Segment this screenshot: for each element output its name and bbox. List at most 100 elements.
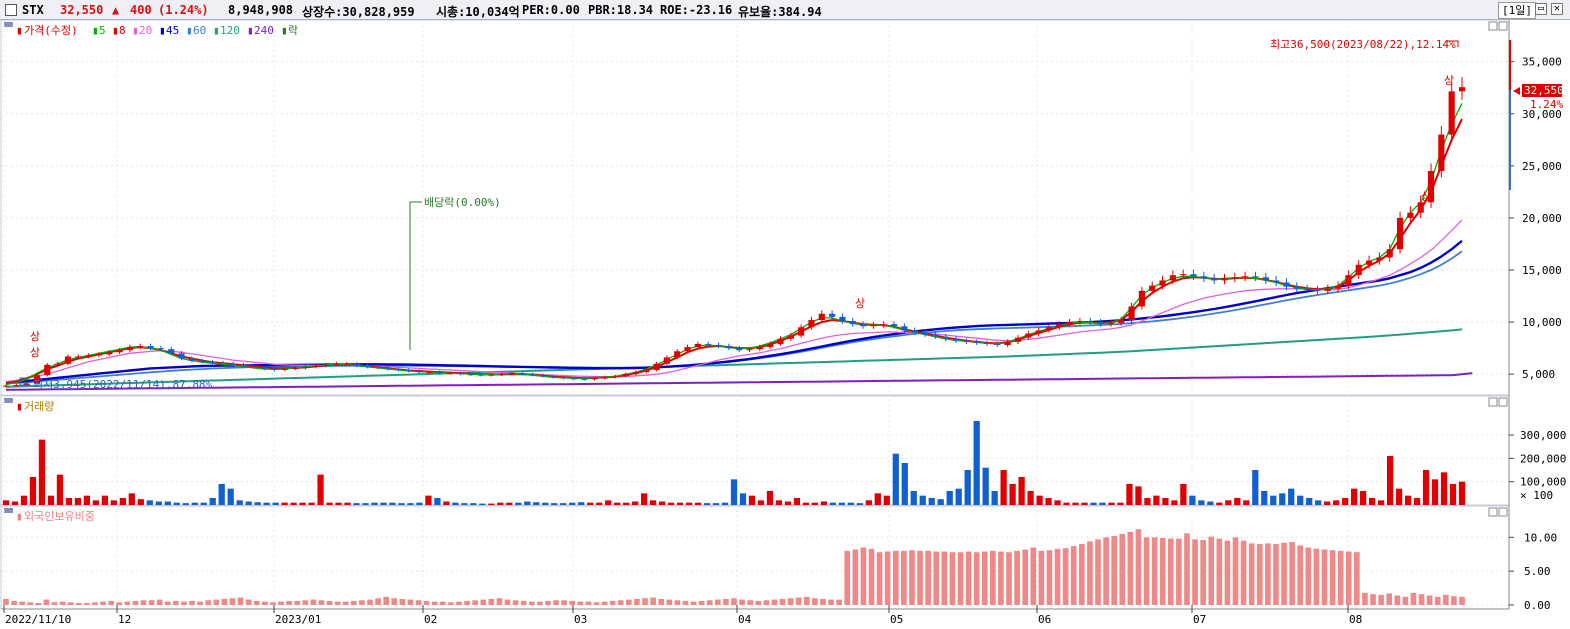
reserve-ratio: 유보율:384.94 <box>738 5 822 19</box>
x-tick-label: 02 <box>424 613 437 626</box>
volume-bar <box>497 502 504 505</box>
candle-body <box>374 366 381 368</box>
foreign-bar <box>326 600 333 605</box>
candle-body <box>261 367 268 369</box>
volume-bar <box>721 502 729 505</box>
volume-bar <box>856 503 863 505</box>
period-button[interactable]: [1일] <box>1498 2 1536 19</box>
foreign-bar <box>1329 550 1336 605</box>
volume-bar <box>802 502 810 505</box>
foreign-bar <box>189 600 195 605</box>
volume-bar <box>910 491 917 505</box>
foreign-bar <box>262 601 268 605</box>
volume-bar <box>110 500 117 505</box>
x-tick-label: 12 <box>118 613 131 626</box>
foreign-bar <box>1022 549 1029 605</box>
panel-handle-icon[interactable] <box>4 22 13 27</box>
volume-bar <box>793 498 801 505</box>
foreign-bar <box>739 599 745 605</box>
foreign-bar <box>909 550 915 605</box>
candle-body <box>705 343 712 345</box>
volume-bar <box>317 474 324 505</box>
foreign-bar <box>1176 538 1182 605</box>
restore-icon[interactable]: ▭ <box>1535 3 1547 15</box>
foreign-bar <box>706 600 713 605</box>
volume-bar <box>272 502 279 505</box>
panel-handle-icon[interactable] <box>4 508 13 513</box>
candle-body <box>1169 275 1176 281</box>
pbr-value: PBR:18.34 <box>588 3 654 17</box>
volume-bar <box>1144 498 1151 505</box>
price-change: 400 <box>130 3 152 17</box>
candle-body <box>1025 333 1032 338</box>
volume-bar <box>614 502 621 505</box>
volume-bar <box>74 498 82 505</box>
volume-bar <box>1351 488 1358 505</box>
candle-body <box>230 363 237 365</box>
candle-body <box>1407 212 1414 218</box>
volume-bar <box>982 467 989 505</box>
candle-body <box>1014 337 1022 342</box>
volume-bar <box>1117 502 1124 505</box>
close-icon[interactable]: ✕ <box>1551 3 1563 15</box>
foreign-bar <box>1305 547 1312 605</box>
volume-bar <box>2 500 10 505</box>
foreign-bar <box>528 601 535 605</box>
foreign-bar <box>302 600 309 605</box>
foreign-bar <box>1095 539 1101 605</box>
candle-body <box>653 363 660 370</box>
foreign-bar <box>197 601 203 605</box>
volume-bar <box>542 502 549 505</box>
candle-body <box>508 373 516 375</box>
foreign-bar <box>1127 531 1134 605</box>
foreign-bar <box>108 600 114 605</box>
volume-bar <box>146 500 153 505</box>
volume-bar <box>1422 470 1430 505</box>
foreign-bar <box>698 600 705 605</box>
volume-bar <box>991 491 998 505</box>
ma-legend-marker: ▮ <box>132 24 139 37</box>
ma-legend-marker: ▮ <box>112 24 119 37</box>
foreign-bar <box>67 602 74 605</box>
candle-body <box>632 372 639 375</box>
foreign-title: 외국인보유비중 <box>24 510 95 523</box>
market-cap: 시총:10,034억 <box>436 5 520 19</box>
foreign-bar <box>1054 548 1061 605</box>
foreign-bar <box>812 598 818 605</box>
foreign-bar <box>828 599 834 605</box>
foreign-bar <box>1426 595 1433 605</box>
foreign-bar <box>19 601 25 605</box>
candle-body <box>1066 322 1073 325</box>
volume-tick-label: 200,000 <box>1520 452 1566 465</box>
ma-legend-label: 240 <box>254 24 274 37</box>
foreign-bar <box>1079 544 1085 605</box>
foreign-bar <box>593 602 600 605</box>
ma-legend-marker: ▮ <box>213 24 220 37</box>
ma-legend-marker: ▮ <box>159 24 166 37</box>
foreign-bar <box>488 598 495 605</box>
candle-body <box>271 368 278 370</box>
foreign-bar <box>1135 529 1142 605</box>
candle-body <box>1458 87 1466 92</box>
volume-bar <box>164 501 171 505</box>
volume-bar <box>730 479 738 505</box>
volume-bar <box>488 503 495 505</box>
stock-chart[interactable]: 35,000 30,000 25,000 20,000 15,000 10,000 5,00… <box>0 20 1570 629</box>
panel-handle-icon[interactable] <box>4 398 13 403</box>
price-panel-buttons[interactable] <box>1488 21 1508 517</box>
foreign-bar <box>553 600 559 605</box>
volume-bar <box>1261 491 1268 505</box>
ma-legend-label: 120 <box>220 24 240 37</box>
foreign-bar <box>1410 592 1417 605</box>
price-tick-label: 5,000 <box>1522 368 1555 381</box>
limit-up-label: 상 <box>1421 190 1431 203</box>
menu-checkbox-icon[interactable] <box>5 4 17 16</box>
ma-line-240 <box>5 372 1473 391</box>
foreign-bar <box>723 598 729 605</box>
foreign-bar <box>779 598 786 605</box>
foreign-bar <box>1200 540 1206 605</box>
foreign-bar <box>1232 537 1239 605</box>
foreign-bar <box>820 598 826 605</box>
x-tick-label: 04 <box>738 613 752 626</box>
candle-body <box>746 349 753 351</box>
